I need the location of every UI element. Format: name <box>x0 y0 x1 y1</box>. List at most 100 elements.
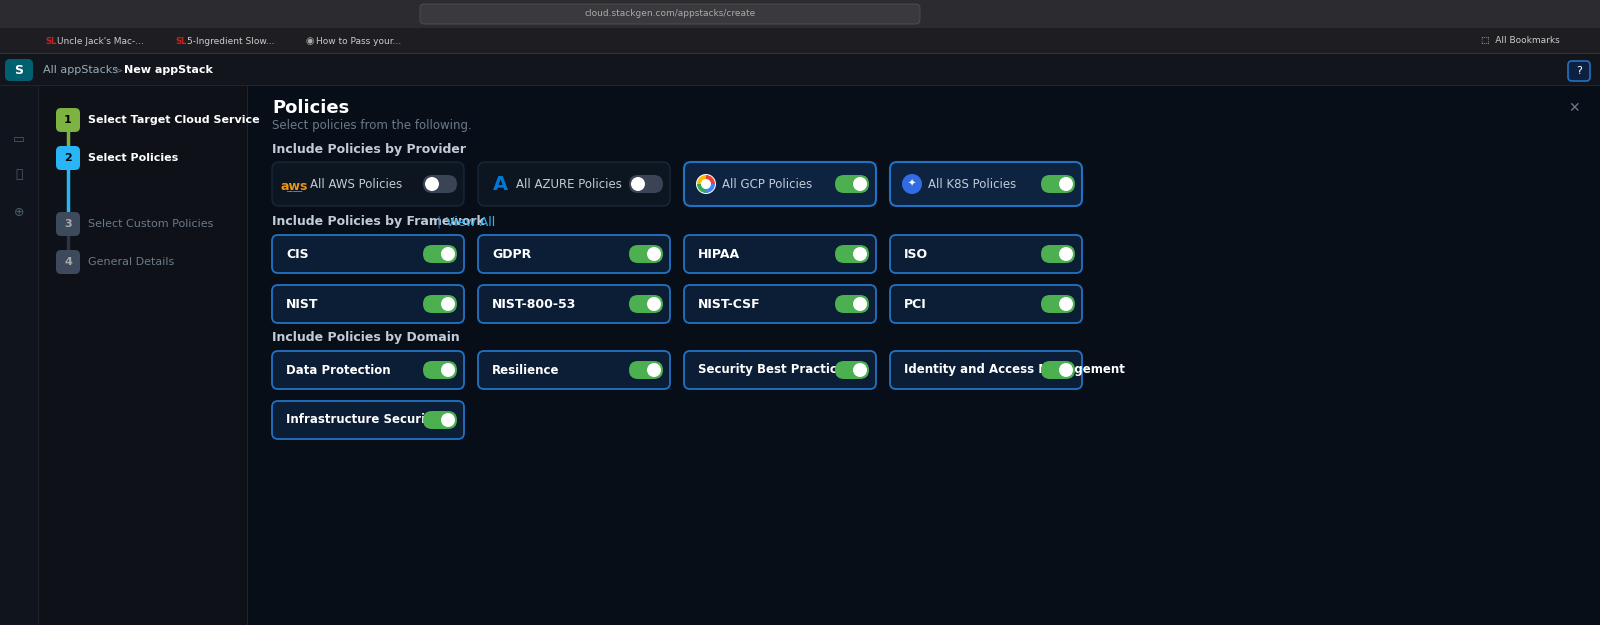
FancyBboxPatch shape <box>56 250 80 274</box>
Text: SL: SL <box>45 36 56 46</box>
Text: GDPR: GDPR <box>493 248 531 261</box>
FancyBboxPatch shape <box>685 162 877 206</box>
Circle shape <box>696 174 717 194</box>
Text: All AWS Policies: All AWS Policies <box>310 177 402 191</box>
Text: ◉: ◉ <box>306 36 314 46</box>
FancyBboxPatch shape <box>272 351 464 389</box>
Wedge shape <box>706 175 715 184</box>
Text: 1: 1 <box>64 115 72 125</box>
Text: Security Best Practices: Security Best Practices <box>698 364 851 376</box>
Circle shape <box>426 177 438 191</box>
FancyBboxPatch shape <box>0 53 1600 54</box>
Text: New appStack: New appStack <box>125 65 213 75</box>
FancyBboxPatch shape <box>890 351 1082 389</box>
Circle shape <box>1059 297 1074 311</box>
Text: All appStacks: All appStacks <box>43 65 118 75</box>
FancyBboxPatch shape <box>0 0 1600 28</box>
FancyBboxPatch shape <box>0 28 1600 54</box>
Text: ─────: ───── <box>286 191 302 196</box>
FancyBboxPatch shape <box>0 86 38 625</box>
Circle shape <box>853 247 867 261</box>
Text: ⊕: ⊕ <box>14 206 24 219</box>
Wedge shape <box>706 184 715 193</box>
Text: Select Target Cloud Service: Select Target Cloud Service <box>88 115 259 125</box>
Text: 2: 2 <box>64 153 72 163</box>
FancyBboxPatch shape <box>272 162 464 206</box>
Text: Include Policies by Provider: Include Policies by Provider <box>272 144 466 156</box>
Circle shape <box>853 363 867 377</box>
FancyBboxPatch shape <box>890 162 1082 206</box>
FancyBboxPatch shape <box>422 361 458 379</box>
Circle shape <box>1059 247 1074 261</box>
FancyBboxPatch shape <box>1042 245 1075 263</box>
Text: cloud.stackgen.com/appstacks/create: cloud.stackgen.com/appstacks/create <box>584 9 755 19</box>
Circle shape <box>701 179 710 189</box>
Text: NIST: NIST <box>286 298 318 311</box>
Text: SL: SL <box>174 36 186 46</box>
Circle shape <box>442 363 454 377</box>
Circle shape <box>442 297 454 311</box>
Circle shape <box>442 247 454 261</box>
FancyBboxPatch shape <box>272 401 464 439</box>
Text: Uncle Jack's Mac-...: Uncle Jack's Mac-... <box>58 36 144 46</box>
Text: 5-Ingredient Slow...: 5-Ingredient Slow... <box>187 36 275 46</box>
Text: ⬚  All Bookmarks: ⬚ All Bookmarks <box>1480 36 1560 46</box>
Text: All K8S Policies: All K8S Policies <box>928 177 1016 191</box>
FancyBboxPatch shape <box>56 108 80 132</box>
FancyBboxPatch shape <box>422 411 458 429</box>
FancyBboxPatch shape <box>835 361 869 379</box>
Circle shape <box>630 177 645 191</box>
Text: >: > <box>114 65 123 75</box>
FancyBboxPatch shape <box>0 86 1600 625</box>
FancyBboxPatch shape <box>629 245 662 263</box>
Text: S: S <box>14 64 24 76</box>
Text: Select Policies: Select Policies <box>88 153 178 163</box>
Circle shape <box>646 247 661 261</box>
Text: PCI: PCI <box>904 298 926 311</box>
Text: Resilience: Resilience <box>493 364 560 376</box>
Text: ⟐: ⟐ <box>16 169 22 181</box>
Text: All GCP Policies: All GCP Policies <box>722 177 813 191</box>
FancyBboxPatch shape <box>629 361 662 379</box>
Text: ▭: ▭ <box>13 134 26 146</box>
Text: NIST-CSF: NIST-CSF <box>698 298 760 311</box>
FancyBboxPatch shape <box>685 351 877 389</box>
Text: aws: aws <box>280 179 307 192</box>
FancyBboxPatch shape <box>890 235 1082 273</box>
FancyBboxPatch shape <box>835 245 869 263</box>
FancyBboxPatch shape <box>478 351 670 389</box>
Text: Select policies from the following.: Select policies from the following. <box>272 119 472 132</box>
Circle shape <box>853 297 867 311</box>
Wedge shape <box>698 175 706 184</box>
Text: 3: 3 <box>64 219 72 229</box>
FancyBboxPatch shape <box>835 175 869 193</box>
FancyBboxPatch shape <box>422 245 458 263</box>
Text: ✦: ✦ <box>907 179 917 189</box>
FancyBboxPatch shape <box>685 285 877 323</box>
Text: CIS: CIS <box>286 248 309 261</box>
FancyBboxPatch shape <box>478 285 670 323</box>
FancyBboxPatch shape <box>835 295 869 313</box>
Text: ISO: ISO <box>904 248 928 261</box>
FancyBboxPatch shape <box>248 86 1600 625</box>
Circle shape <box>902 174 922 194</box>
FancyBboxPatch shape <box>890 285 1082 323</box>
Circle shape <box>1059 363 1074 377</box>
FancyBboxPatch shape <box>0 54 1600 86</box>
Text: 4: 4 <box>64 257 72 267</box>
FancyBboxPatch shape <box>1042 175 1075 193</box>
FancyBboxPatch shape <box>56 146 80 170</box>
Text: Include Policies by Domain: Include Policies by Domain <box>272 331 459 344</box>
Text: Select Custom Policies: Select Custom Policies <box>88 219 213 229</box>
FancyBboxPatch shape <box>1042 295 1075 313</box>
Text: Identity and Access Management: Identity and Access Management <box>904 364 1125 376</box>
Circle shape <box>1059 177 1074 191</box>
FancyBboxPatch shape <box>629 295 662 313</box>
Text: All AZURE Policies: All AZURE Policies <box>515 177 622 191</box>
FancyBboxPatch shape <box>56 212 80 236</box>
FancyBboxPatch shape <box>419 4 920 24</box>
FancyBboxPatch shape <box>1042 361 1075 379</box>
Text: NIST-800-53: NIST-800-53 <box>493 298 576 311</box>
Circle shape <box>853 177 867 191</box>
Text: General Details: General Details <box>88 257 174 267</box>
